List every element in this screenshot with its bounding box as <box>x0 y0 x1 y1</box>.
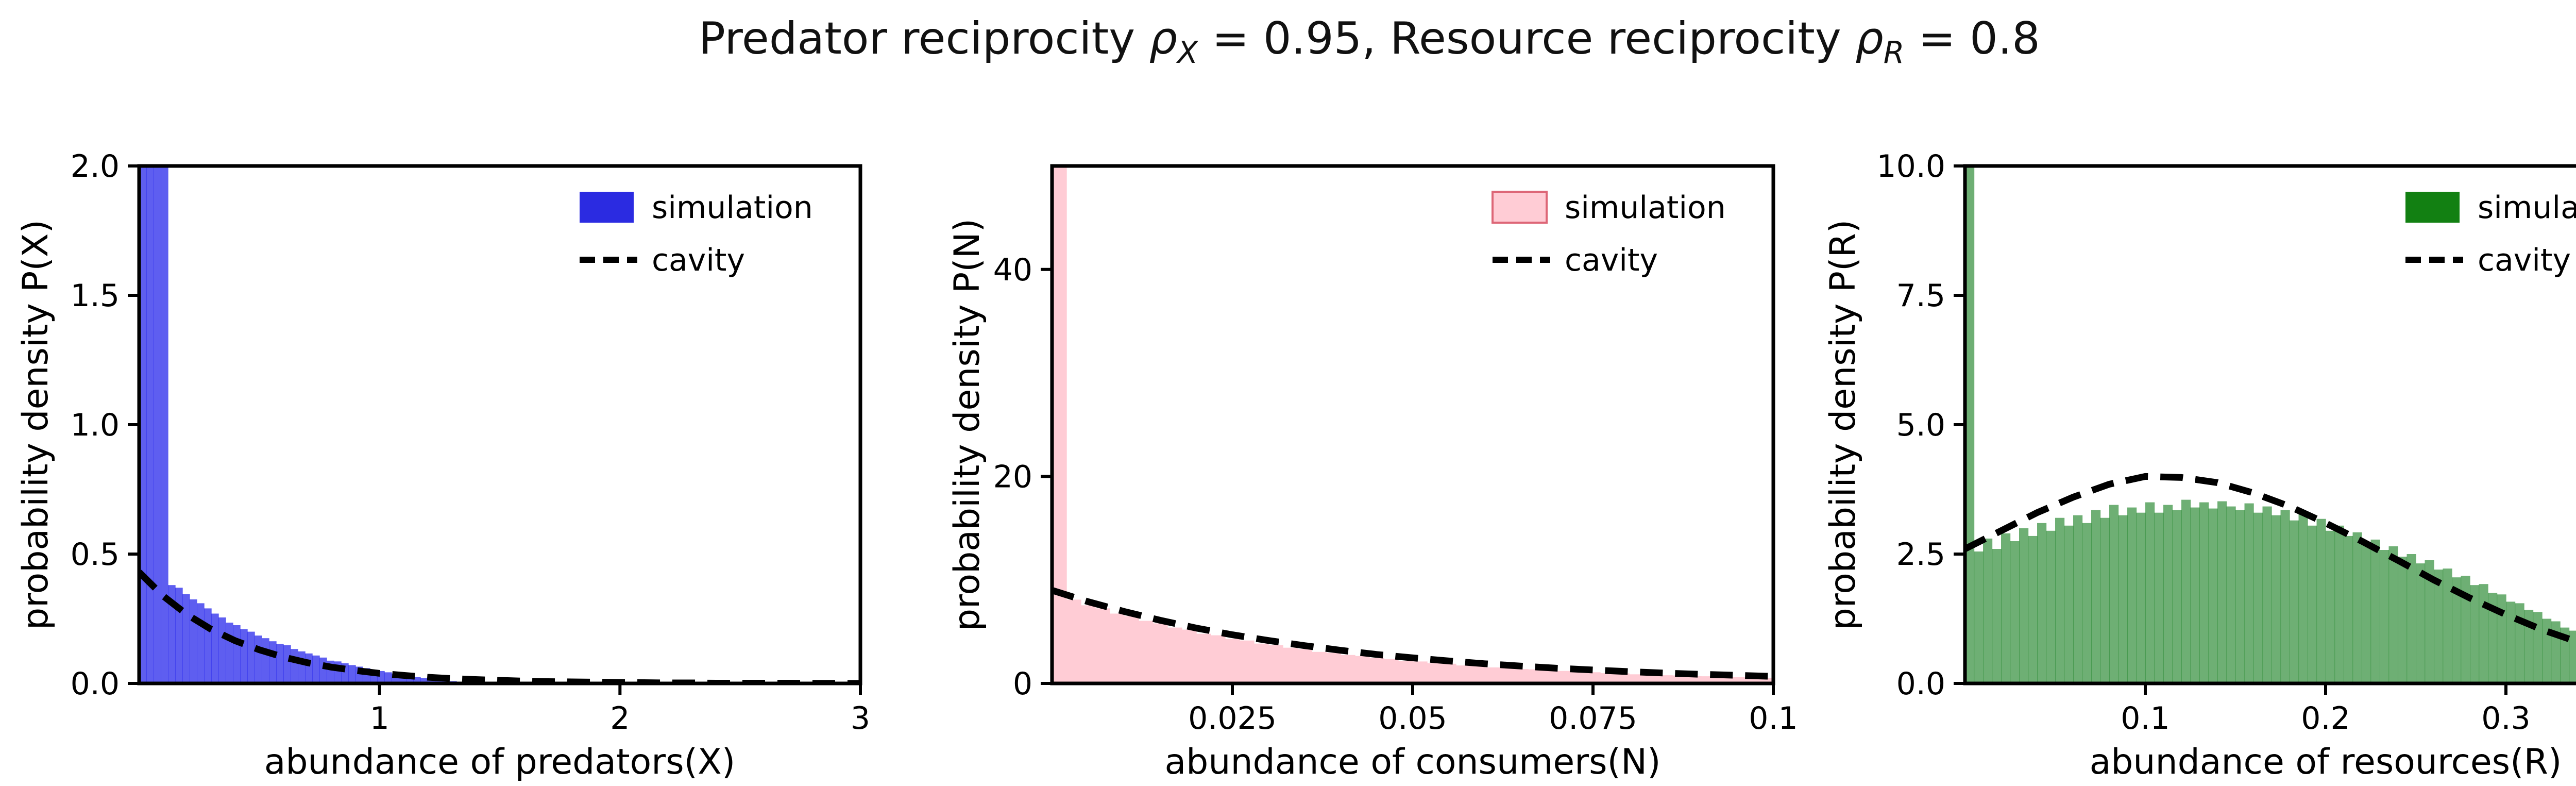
legend-label: simulation <box>1565 190 1726 226</box>
legend-label: cavity <box>652 242 745 278</box>
panels-row: 1 2 3 abundance of predators(X) 0.0 0.5 1.0 1.5… <box>0 98 2576 786</box>
y-tick-label: 1.5 <box>71 278 120 314</box>
y-axis-label: probability density P(N) <box>947 219 988 631</box>
title-text-1: Predator reciprocity <box>699 13 1149 64</box>
legend: simulation cavity <box>1492 190 1726 278</box>
x-tick-label: 0.3 <box>2481 700 2530 737</box>
x-tick-label: 0.1 <box>1749 700 1798 737</box>
y-tick-label: 7.5 <box>1896 278 1945 314</box>
x-tick-label: 0.1 <box>2121 700 2170 737</box>
y-axis: 0 20 40 <box>993 252 1052 702</box>
title-rho-x: ρX <box>1149 13 1198 71</box>
title-text-2: Resource reciprocity <box>1390 13 1856 64</box>
y-tick-label: 40 <box>993 252 1032 288</box>
legend-label: cavity <box>1565 242 1658 278</box>
y-axis-label: probability density P(X) <box>15 220 56 630</box>
y-axis: 0.0 2.5 5.0 7.5 10.0 <box>1876 148 1965 702</box>
y-tick-label: 2.5 <box>1896 537 1945 573</box>
x-axis-label: abundance of consumers(N) <box>1165 742 1661 782</box>
panel-resources-plot: 0.10.20.30.4abundance of resources(R)0.0… <box>1826 148 2576 782</box>
legend-label: simulation <box>652 190 813 226</box>
x-tick-label: 0.2 <box>2301 700 2350 737</box>
axes-frame <box>1050 164 1775 685</box>
legend-label: simulation <box>2478 190 2576 226</box>
cavity-curve <box>1965 473 2576 645</box>
simulation-histogram <box>1052 166 1773 683</box>
x-tick-label: 1 <box>370 700 389 737</box>
x-tick-label: 0.025 <box>1188 700 1277 737</box>
x-axis-label: abundance of predators(X) <box>264 742 736 782</box>
simulation-histogram <box>139 166 464 683</box>
title-eq-1: = 0.95, <box>1198 13 1391 64</box>
y-tick-label: 0.0 <box>71 666 120 702</box>
x-tick-label: 0.05 <box>1378 700 1447 737</box>
title-rho-r: ρR <box>1855 13 1905 71</box>
x-axis: 0.10.20.30.4 <box>2121 683 2531 737</box>
axes-frame <box>137 164 862 685</box>
y-tick-label: 5.0 <box>1896 407 1945 443</box>
y-axis-label: probability density P(R) <box>1826 220 1863 630</box>
cavity-curve <box>1052 587 1773 680</box>
x-axis: 0.025 0.05 0.075 0.1 <box>1188 683 1798 737</box>
y-tick-label: 10.0 <box>1876 148 1945 185</box>
x-axis: 1 2 3 <box>370 683 870 737</box>
title-eq-2: = 0.8 <box>1904 13 2040 64</box>
legend: simulation cavity <box>580 190 813 278</box>
y-axis: 0.0 0.5 1.0 1.5 2.0 <box>71 148 139 702</box>
y-tick-label: 20 <box>993 459 1032 495</box>
y-tick-label: 0.5 <box>71 537 120 573</box>
x-tick-label: 0.075 <box>1549 700 1637 737</box>
figure-title: Predator reciprocity ρX = 0.95, Resource… <box>0 13 2576 70</box>
y-tick-label: 1.0 <box>71 407 120 443</box>
cavity-curve <box>139 570 860 683</box>
legend-swatch-simulation <box>580 192 634 223</box>
legend-label: cavity <box>2478 242 2571 278</box>
panel-consumers-plot: 0.025 0.05 0.075 0.1 abundance of consumers(… <box>947 164 1798 782</box>
panel-predators-plot: 1 2 3 abundance of predators(X) 0.0 0.5 1.0 1.5… <box>15 148 870 782</box>
y-tick-label: 0 <box>1013 666 1032 702</box>
x-axis-label: abundance of resources(R) <box>2090 742 2562 782</box>
legend-swatch-simulation <box>2405 192 2460 223</box>
y-tick-label: 0.0 <box>1896 666 1945 702</box>
x-tick-label: 3 <box>851 700 870 737</box>
legend-swatch-simulation <box>1492 191 1548 224</box>
x-tick-label: 2 <box>610 700 630 737</box>
y-tick-label: 2.0 <box>71 148 120 185</box>
legend: simulation cavity <box>2405 190 2576 278</box>
simulation-histogram <box>1965 166 2576 683</box>
